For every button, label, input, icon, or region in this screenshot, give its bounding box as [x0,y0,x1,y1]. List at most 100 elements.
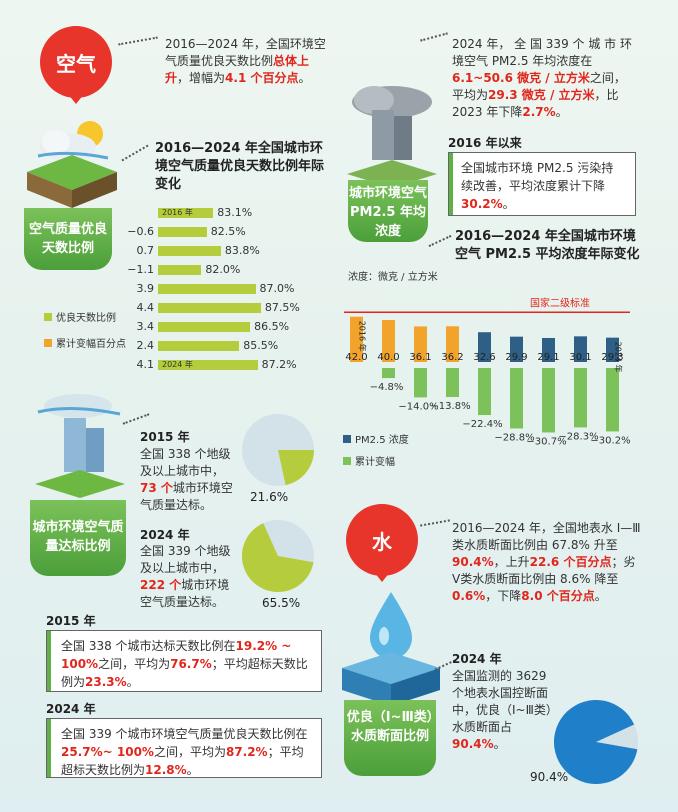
standard-label: 国家二级标准 [530,296,590,309]
pm-intro-part2: 之间，平均为 [452,71,626,102]
air-connector [118,36,158,46]
pm-change-label: −13.8% [430,401,470,412]
legend-good-days-label: 优良天数比例 [56,313,116,324]
pm-value-label: 36.2 [441,352,463,363]
pm-bar [510,336,523,362]
pm-unit-label: 浓度：微克 / 立方米 [348,272,438,283]
hbar-change-label: 3.9 [136,282,155,295]
pm-bar [446,326,459,362]
air-legend: 优良天数比例 累计变幅百分点 [44,306,126,358]
hbar-change-label: −0.6 [127,225,154,238]
pie-water-slice [554,700,638,784]
note-2015-highlight3: 23.3% [85,675,127,689]
note-2024-highlight2: 87.2% [225,745,268,759]
water-intro-highlight4: 8.0 个百分点 [521,589,595,603]
legend-change-label: 累计变幅百分点 [56,339,126,350]
note-2024: 全国 339 个城市环境空气质量优良天数比例在 25.7%~ 100%之间，平均为… [46,718,322,778]
water-2024-highlight: 90.4% [452,737,494,751]
air-chart-connector [121,144,149,162]
pie-2024-slice [242,523,314,592]
legend-pm-change-label: 累计变幅 [355,457,395,468]
pm-since-note: 全国城市环境 PM2.5 污染持续改善，平均浓度累计下降 30.2%。 [448,152,636,216]
note-2024-part2: 之间，平均为 [153,745,226,759]
note-2015-part2: 之间，平均为 [98,657,171,671]
water-badge: 水 [346,504,418,576]
pm-year-label: 2024 年 [614,342,624,373]
pm-change-label: −28.8% [494,432,534,443]
pm-value-label: 40.0 [377,352,399,363]
hbar-row-0: 83.1% 2016 年 [120,205,440,221]
hbar-change-label: 0.7 [136,244,155,257]
hbar-value-label: 86.5% [254,320,290,333]
legend-swatch-blue [343,435,351,443]
note-2015-part4: 。 [126,675,139,689]
water-2024-text: 全国监测的 3629 个地表水国控断面中，优良（Ⅰ~Ⅲ类）水质断面占 90.4%。 [452,668,552,753]
water-pct: 90.4% [530,770,569,784]
hbar-change-label: 3.4 [136,320,155,333]
legend-swatch-lightgreen [343,457,351,465]
note-2015-part3: ；平均超标天数比例为 [61,657,308,689]
pm-bar [350,316,363,362]
hbar-row-6: 3.4 86.5% [120,319,440,335]
pm-change-bar [382,368,395,379]
pm-change-label: −30.2% [590,435,630,446]
air-quality-label: 空气质量优良天数比例 [28,222,107,256]
hbar-bar [158,246,221,256]
pm-since-highlight: 30.2% [461,197,503,211]
air-intro-part1: 2016—2024 年，全国环境空气质量优良天数比例 [165,37,326,68]
water-intro-part1: 2016—2024 年，全国地表水 Ⅰ—Ⅲ类水质断面比例由 67.8% 升至 [452,521,641,552]
hbar-change-label: 4.4 [136,301,155,314]
compliance-2015-part2: 城市环境空气质量达标。 [140,481,233,512]
air-intro-part2: ，增幅为 [177,71,226,85]
hbar-value-label: 87.2% [261,358,297,371]
pm-bar [542,337,555,362]
hbar-year-label: 2016 年 [162,208,193,217]
air-badge-pointer [68,94,84,104]
pm-value-label: 29.1 [537,352,559,363]
pm-bar [574,336,587,362]
compliance-2024-text: 全国 339 个地级及以上城市中， 222 个城市环境空气质量达标。 [140,543,240,611]
water-intro-highlight3: 0.6% [452,589,486,603]
hbar-bar [158,303,261,313]
pm-change-bar [414,368,427,398]
pm-legend: PM2.5 浓度 累计变幅 [343,430,409,474]
pm-bar [382,320,395,362]
pm-change-bar [478,368,491,416]
hbar-bar [158,265,202,275]
pm-value-label: 32.6 [473,352,495,363]
air-intro-highlight1: 总体上升 [165,54,310,85]
hbar-change-label: 2.4 [136,339,155,352]
hbar-value-label: 83.1% [217,206,253,219]
pm-year-label: 2016 年 [358,321,368,352]
water-2024-part2: 。 [493,737,506,751]
note-2024-highlight1: 25.7%~ 100% [61,745,154,759]
water-intro-highlight1: 90.4% [452,555,494,569]
compliance-2024-title: 2024 年 [140,528,190,542]
compliance-2015-part1: 全国 338 个地级及以上城市中， [140,447,231,478]
water-badge-label: 水 [372,529,392,554]
compliance-2015-title: 2015 年 [140,430,190,444]
pm-value-label: 42.0 [345,352,367,363]
pm-since-title: 2016 年以来 [448,136,522,150]
pm-change-label: −22.4% [462,419,502,430]
good-days-bar-chart: 83.1% 2016 年 −0.6 82.5% 0.7 83.8% −1.1 82.0% 3.9… [120,205,340,375]
water-intro-part4: ，下降 [485,589,522,603]
air-intro-part3: 。 [298,71,311,85]
hbar-bar [158,227,207,237]
legend-pm-change: 累计变幅 [343,452,409,474]
compliance-2015-text: 全国 338 个地级及以上城市中， 73 个城市环境空气质量达标。 [140,446,240,514]
pm-change-label: −4.8% [370,382,404,393]
hbar-change-label: −1.1 [127,263,154,276]
hbar-row-7: 2.4 85.5% [120,338,440,354]
note-2015-highlight1: 19.2% ~ 100% [61,639,292,671]
hbar-row-8: 4.1 87.2% 2024 年 [120,357,440,373]
pm-intro-part4: 。 [555,105,568,119]
pm-value-label: 30.1 [569,352,591,363]
pm-value-label: 36.1 [409,352,431,363]
pm-connector [420,32,448,42]
water-2024-title: 2024 年 [452,652,502,666]
note-2015-highlight2: 76.7% [170,657,212,671]
grass-block-icon [27,155,117,208]
note-2024-part4: 。 [186,763,199,777]
